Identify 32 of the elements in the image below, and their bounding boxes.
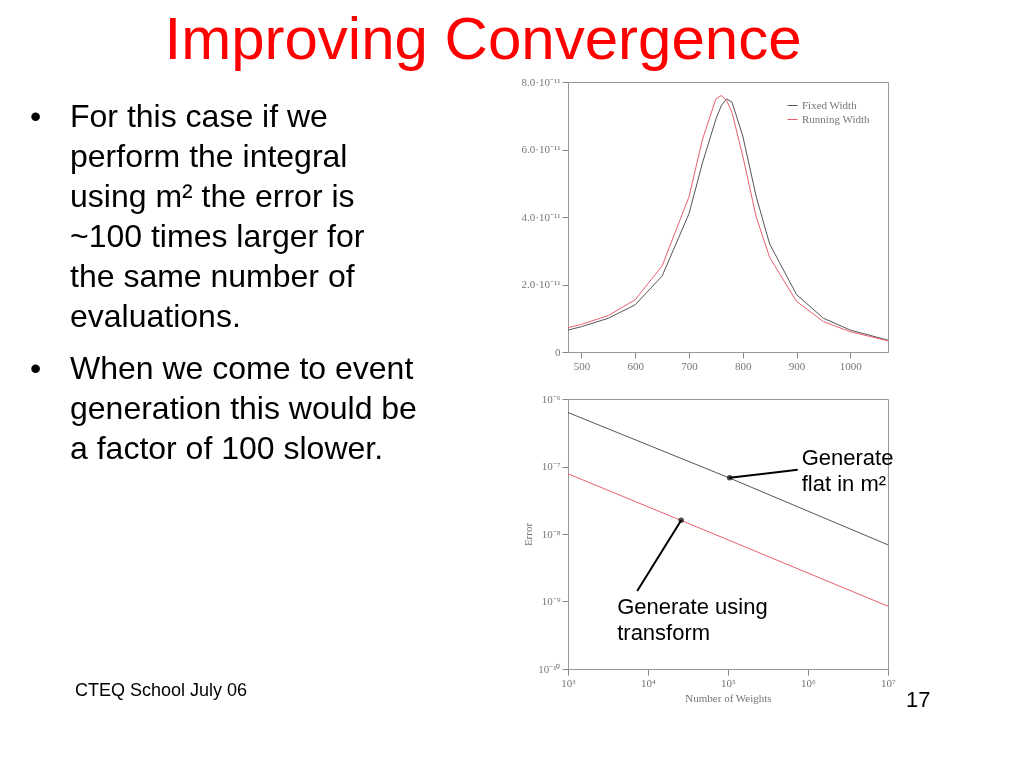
y-tick-label: 10⁻⁹ bbox=[541, 595, 561, 607]
y-tick-label: 8.0·10⁻¹¹ bbox=[521, 75, 561, 88]
y-tick-label: 10⁻⁷ bbox=[541, 460, 561, 472]
annotation: Generate flat in m² bbox=[801, 444, 894, 496]
x-tick-label: 600 bbox=[627, 359, 645, 372]
x-tick-label: 1000 bbox=[839, 359, 863, 372]
x-tick-label: 900 bbox=[788, 359, 806, 372]
x-tick-label: 500 bbox=[573, 359, 591, 372]
x-tick-label: 10³ bbox=[561, 676, 577, 689]
x-tick-label: 10⁴ bbox=[641, 676, 657, 689]
text: 17 bbox=[906, 687, 931, 712]
y-tick-label: 10⁻¹⁰ bbox=[538, 662, 561, 675]
y-tick-label: 10⁻⁶ bbox=[541, 392, 561, 405]
y-tick-label: 0 bbox=[555, 345, 561, 358]
legend-label: Running Width bbox=[802, 112, 870, 125]
annotation: Generate using transform bbox=[617, 594, 768, 646]
x-axis-title: Number of Weights bbox=[685, 691, 772, 704]
y-tick-label: 10⁻⁸ bbox=[541, 527, 561, 540]
y-axis-title: Error bbox=[522, 522, 535, 547]
text: • For this case if we perform the integral using m² the error is ~100 times larger for the same number of evaluations. bbox=[30, 98, 365, 334]
y-tick-label: 6.0·10⁻¹¹ bbox=[521, 143, 561, 155]
text: • When we come to event generation this would be a factor of 100 slower. bbox=[30, 350, 417, 466]
legend-label: Fixed Width bbox=[802, 98, 858, 111]
text: CTEQ School July 06 bbox=[75, 680, 248, 700]
chart-title: Improving Convergence bbox=[164, 4, 802, 72]
y-tick-label: 4.0·10⁻¹¹ bbox=[521, 210, 561, 223]
x-tick-label: 10⁷ bbox=[881, 676, 897, 689]
x-tick-label: 10⁵ bbox=[721, 676, 737, 689]
x-tick-label: 800 bbox=[735, 359, 753, 372]
x-tick-label: 700 bbox=[681, 359, 699, 372]
x-tick-label: 10⁶ bbox=[801, 676, 817, 689]
y-tick-label: 2.0·10⁻¹¹ bbox=[521, 278, 561, 290]
